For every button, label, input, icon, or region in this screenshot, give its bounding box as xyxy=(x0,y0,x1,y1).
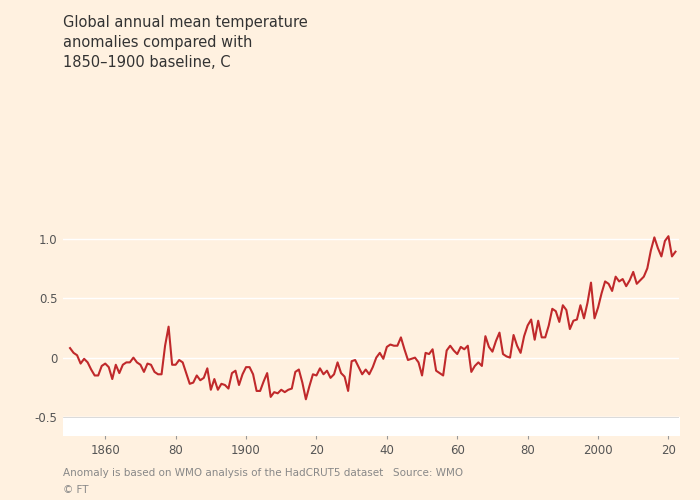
Text: © FT: © FT xyxy=(63,485,88,495)
Text: Anomaly is based on WMO analysis of the HadCRUT5 dataset   Source: WMO: Anomaly is based on WMO analysis of the … xyxy=(63,468,463,477)
Text: Global annual mean temperature
anomalies compared with
1850–1900 baseline, C: Global annual mean temperature anomalies… xyxy=(63,15,308,70)
